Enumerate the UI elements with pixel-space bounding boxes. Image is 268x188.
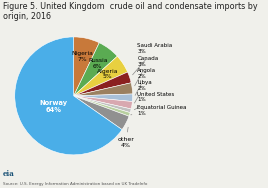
Text: Libya
2%: Libya 2% [135, 80, 152, 103]
Wedge shape [74, 43, 117, 96]
Text: Norway
64%: Norway 64% [40, 100, 68, 113]
Wedge shape [74, 96, 131, 113]
Text: United States
1%: United States 1% [134, 92, 175, 110]
Wedge shape [74, 94, 133, 102]
Text: Nigeria
7%: Nigeria 7% [72, 51, 94, 62]
Wedge shape [15, 37, 122, 155]
Text: Source: U.S. Energy Information Administration based on UK TradeInfo: Source: U.S. Energy Information Administ… [3, 182, 147, 186]
Text: Saudi Arabia
3%: Saudi Arabia 3% [133, 43, 173, 75]
Text: Figure 5. United Kingdom  crude oil and condensate imports by
origin, 2016: Figure 5. United Kingdom crude oil and c… [3, 2, 257, 21]
Text: other
4%: other 4% [117, 127, 134, 148]
Text: Equatorial Guinea
1%: Equatorial Guinea 1% [131, 105, 187, 116]
Wedge shape [74, 83, 133, 96]
Text: Russia
6%: Russia 6% [88, 58, 107, 69]
Wedge shape [74, 56, 128, 96]
Text: Angola
2%: Angola 2% [135, 68, 157, 95]
Wedge shape [74, 96, 129, 130]
Wedge shape [74, 72, 131, 96]
Text: Canada
3%: Canada 3% [135, 56, 159, 86]
Text: eia: eia [3, 170, 14, 178]
Text: Algeria
5%: Algeria 5% [96, 69, 118, 79]
Wedge shape [74, 96, 132, 109]
Wedge shape [74, 96, 130, 116]
Wedge shape [74, 37, 99, 96]
